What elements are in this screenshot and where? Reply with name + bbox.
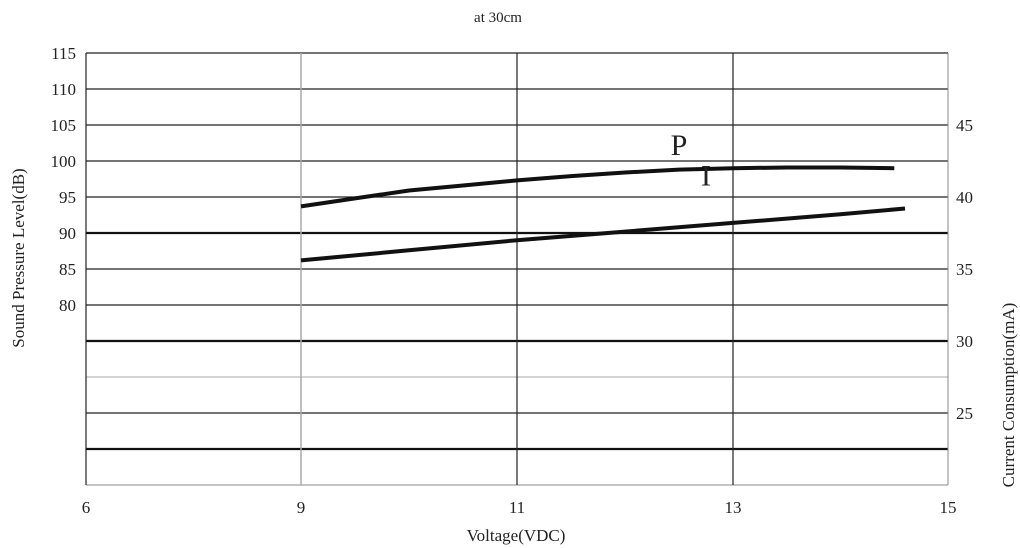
y-tick-label: 80 — [59, 296, 76, 315]
x-axis-label: Voltage(VDC) — [467, 526, 566, 545]
tick-labels: 80 85 90 95 100 105 110 115 25 30 35 40 45 6 9 11 13 15 — [51, 44, 974, 517]
chart-title: at 30cm — [474, 10, 522, 26]
y-tick-label: 100 — [51, 152, 77, 171]
y2-tick-label: 35 — [956, 260, 973, 279]
y-tick-label: 110 — [51, 80, 76, 99]
y-tick-label: 115 — [51, 44, 76, 63]
series-label-I: I — [701, 159, 711, 192]
y2-tick-label: 25 — [956, 404, 973, 423]
series-line-I — [300, 206, 906, 263]
y-axis-label: Sound Pressure Level(dB) — [9, 168, 28, 347]
grid — [85, 52, 949, 486]
y2-tick-label: 40 — [956, 188, 973, 207]
y-tick-label: 105 — [51, 116, 77, 135]
series-label-P: P — [671, 129, 688, 162]
x-tick-label: 6 — [82, 498, 91, 517]
series-line-P — [300, 165, 895, 209]
series-lines: PI — [300, 129, 906, 263]
x-tick-label: 11 — [509, 498, 525, 517]
x-tick-label: 15 — [940, 498, 957, 517]
x-tick-label: 13 — [725, 498, 742, 517]
y2-axis-label: Current Consumption(mA) — [999, 303, 1018, 488]
x-tick-label: 9 — [297, 498, 306, 517]
y-tick-label: 90 — [59, 224, 76, 243]
y-tick-label: 95 — [59, 188, 76, 207]
y2-tick-label: 45 — [956, 116, 973, 135]
y2-tick-label: 30 — [956, 332, 973, 351]
y-tick-label: 85 — [59, 260, 76, 279]
